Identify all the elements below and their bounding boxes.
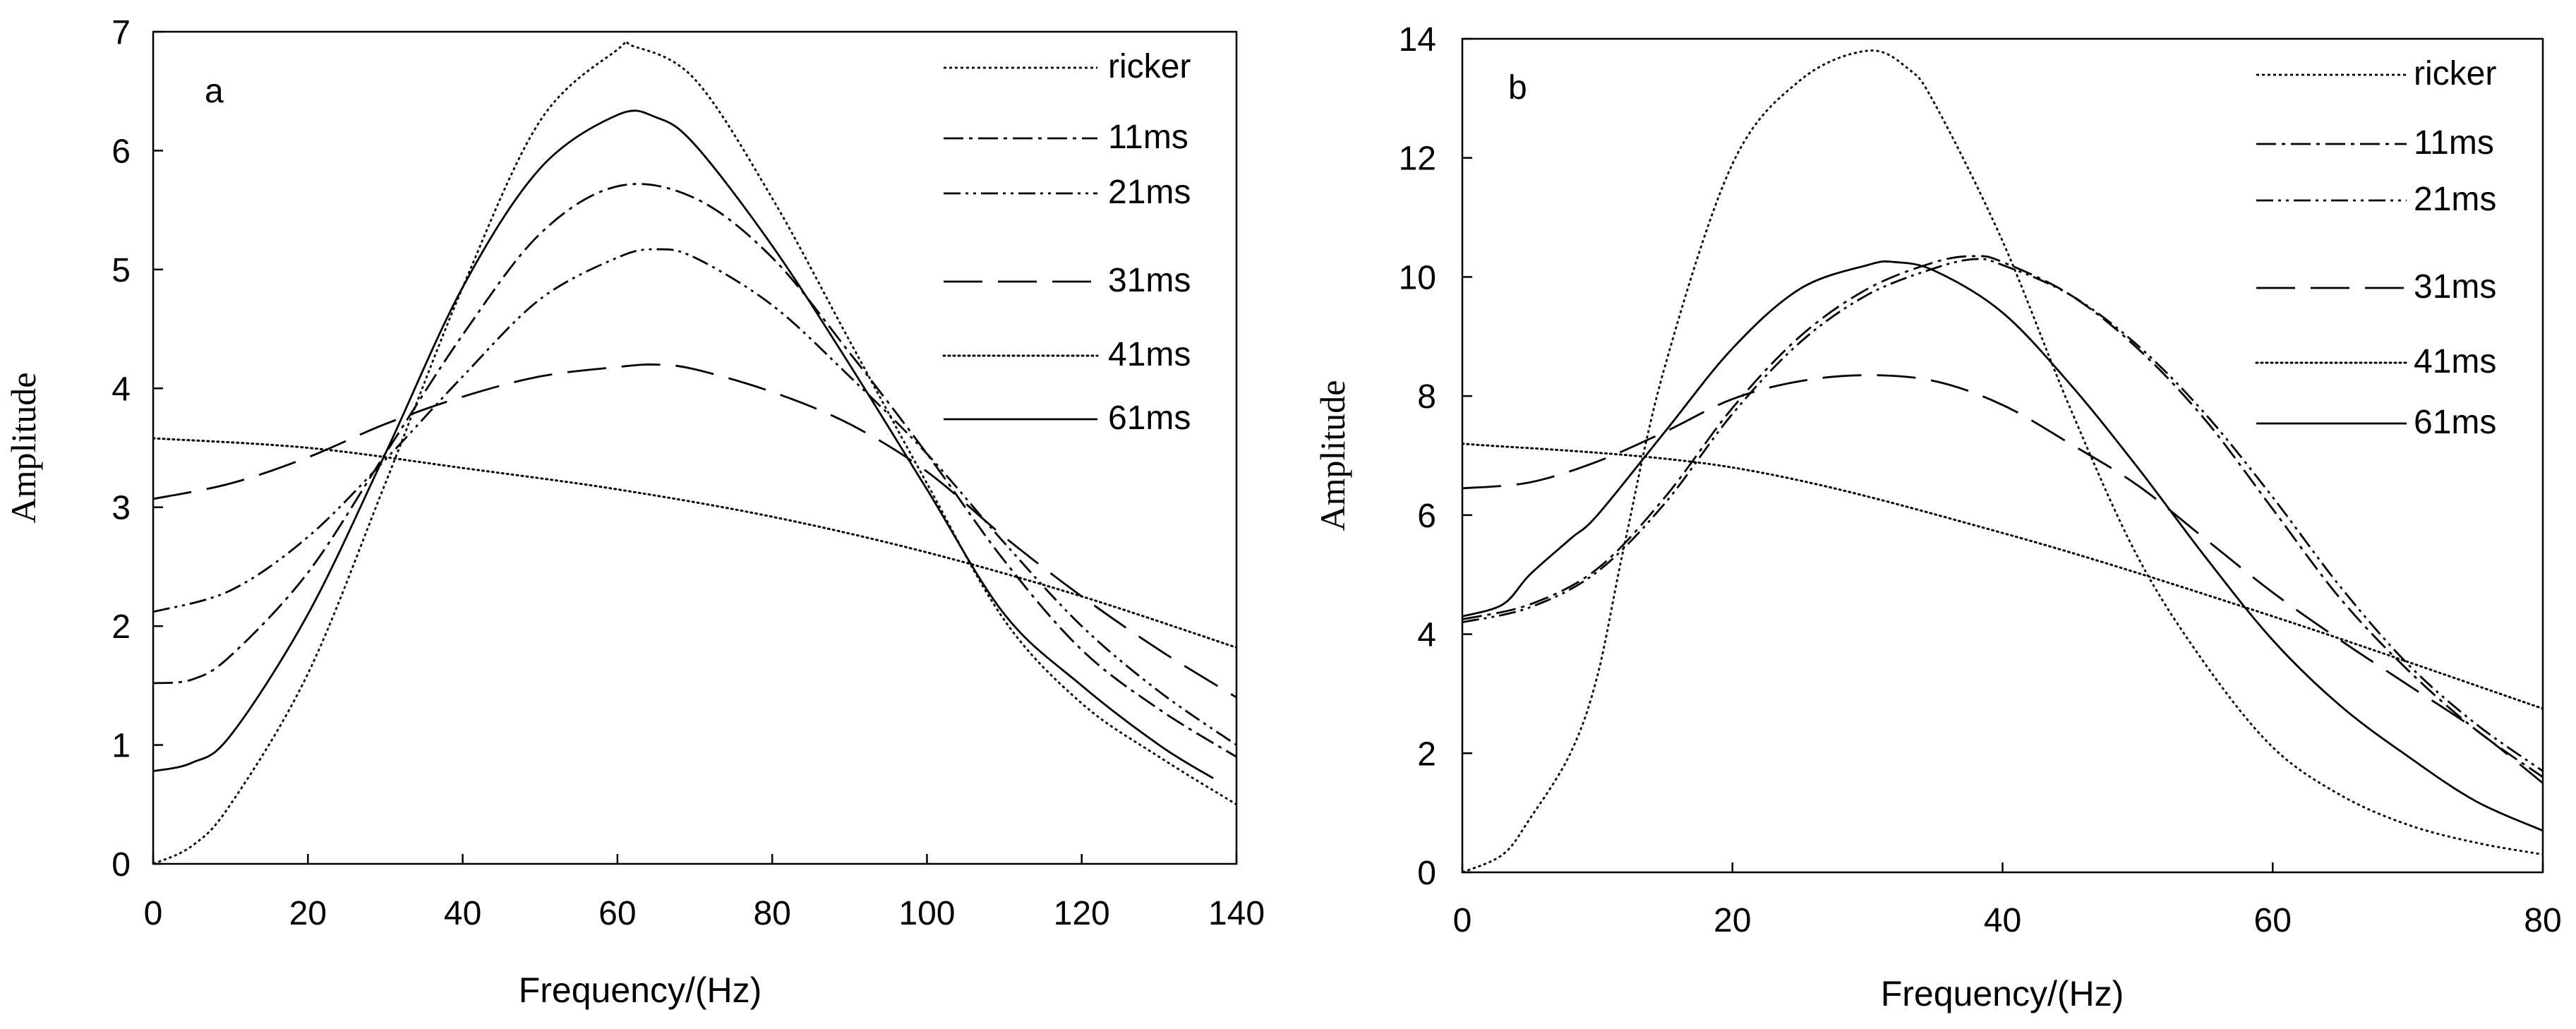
y-tick-label: 12 xyxy=(1399,140,1436,178)
x-tick-label: 20 xyxy=(289,895,327,932)
y-axis-label: Amplitude xyxy=(4,373,43,524)
legend-label-31ms: 31ms xyxy=(2414,268,2496,306)
x-tick-label: 60 xyxy=(598,895,636,932)
y-tick-label: 0 xyxy=(112,846,131,884)
series-line-31ms xyxy=(1462,374,2543,784)
y-tick-label: 2 xyxy=(1417,735,1436,773)
y-tick-label: 3 xyxy=(112,490,131,527)
series-line-21ms xyxy=(1462,258,2543,772)
x-tick-label: 20 xyxy=(1714,902,1751,939)
x-axis-label: Frequency/(Hz) xyxy=(1881,974,2124,1013)
x-tick-label: 0 xyxy=(144,895,163,932)
x-axis-label: Frequency/(Hz) xyxy=(519,970,762,1010)
x-tick-label: 40 xyxy=(1984,902,2021,939)
series-group xyxy=(153,40,1236,864)
legend-label-41ms: 41ms xyxy=(2414,343,2496,380)
series-line-61ms xyxy=(1462,260,2543,832)
plot-frame xyxy=(152,30,1238,865)
series-line-ricker xyxy=(153,40,1236,864)
y-tick-label: 5 xyxy=(112,252,131,289)
y-tick-label: 7 xyxy=(112,14,131,52)
y-tick-label: 6 xyxy=(112,133,131,170)
x-tick-label: 0 xyxy=(1453,902,1472,939)
x-tick-label: 140 xyxy=(1208,895,1265,932)
x-tick-label: 120 xyxy=(1054,895,1110,932)
legend-label-61ms: 61ms xyxy=(1108,399,1191,437)
series-line-11ms xyxy=(1462,255,2543,778)
legend-label-ricker: ricker xyxy=(2414,55,2496,92)
panel-label: a xyxy=(205,73,224,110)
y-tick-label: 14 xyxy=(1399,21,1436,59)
legend-label-ricker: ricker xyxy=(1108,48,1191,85)
y-tick-label: 10 xyxy=(1399,259,1436,296)
y-tick-label: 0 xyxy=(1417,855,1436,892)
series-line-31ms xyxy=(153,363,1236,699)
legend-label-11ms: 11ms xyxy=(1108,119,1188,156)
y-tick-label: 1 xyxy=(112,728,131,765)
legend-label-31ms: 31ms xyxy=(1108,262,1191,299)
series-line-11ms xyxy=(153,183,1236,758)
legend-label-21ms: 21ms xyxy=(2414,181,2496,218)
x-tick-label: 60 xyxy=(2254,902,2292,939)
legend-label-11ms: 11ms xyxy=(2414,124,2494,162)
series-line-41ms xyxy=(153,437,1236,649)
panel-label: b xyxy=(1508,69,1527,107)
series-line-61ms xyxy=(153,109,1214,779)
series-group xyxy=(1462,49,2543,872)
legend: ricker 11ms 21ms 31ms 41ms 61ms xyxy=(942,48,1191,437)
x-tick-label: 100 xyxy=(898,895,955,932)
legend-label-41ms: 41ms xyxy=(1108,336,1191,373)
y-tick-label: 6 xyxy=(1417,498,1436,535)
y-axis-label: Amplitude xyxy=(1313,380,1352,531)
panel-a: 0 20 40 60 80 100 120 140 0 1 2 3 4 5 6 7 Frequency/(Hz)… xyxy=(4,14,1265,1010)
series-line-21ms xyxy=(153,248,1236,746)
legend: ricker 11ms 21ms 31ms 41ms 61ms xyxy=(2255,55,2496,441)
y-tick-label: 2 xyxy=(112,608,131,646)
series-line-ricker xyxy=(1462,49,2543,872)
x-tick-label: 40 xyxy=(444,895,481,932)
panel-b: 0 20 40 60 80 0 2 4 6 8 10 12 14 Frequency/(Hz) Amplit… xyxy=(1313,21,2562,1013)
x-tick-label: 80 xyxy=(753,895,790,932)
y-tick-label: 8 xyxy=(1417,378,1436,416)
legend-label-61ms: 61ms xyxy=(2414,404,2496,441)
y-tick-label: 4 xyxy=(1417,617,1436,654)
y-tick-label: 4 xyxy=(112,371,131,408)
series-line-41ms xyxy=(1462,443,2543,710)
legend-label-21ms: 21ms xyxy=(1108,174,1191,211)
x-tick-label: 80 xyxy=(2524,902,2561,939)
